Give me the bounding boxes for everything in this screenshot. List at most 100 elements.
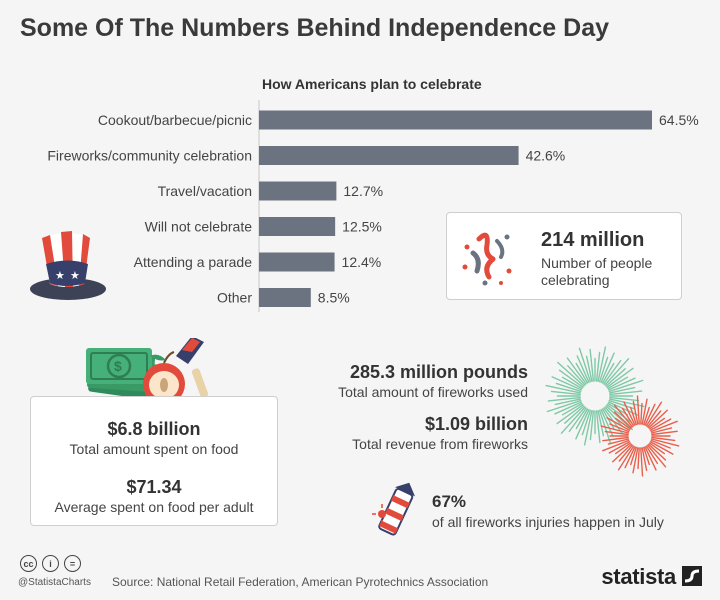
firework-ray	[647, 443, 667, 461]
firework-ray	[650, 439, 671, 449]
firework-ray	[644, 403, 656, 426]
category-label: Will not celebrate	[145, 219, 253, 235]
firework-ray	[607, 377, 636, 391]
firework-ray	[642, 446, 651, 466]
firework-ray	[629, 406, 638, 426]
firework-ray	[613, 411, 633, 429]
firework-burst-red	[600, 395, 680, 477]
firework-ray	[617, 445, 635, 471]
firework-ray	[595, 410, 601, 444]
firework-ray	[581, 409, 592, 436]
category-label: Travel/vacation	[158, 183, 252, 199]
firework-ray	[647, 409, 669, 429]
firework-ray	[644, 446, 657, 471]
firework-ray	[641, 398, 648, 425]
firework-ray	[651, 430, 678, 436]
firework-ray	[605, 405, 633, 431]
firework-ray	[650, 420, 678, 433]
svg-text:★: ★	[70, 270, 80, 282]
category-label: Attending a parade	[134, 254, 253, 270]
firework-ray	[564, 405, 585, 424]
firework-ray	[645, 401, 663, 427]
firework-ray	[575, 408, 589, 430]
firework-ray	[603, 359, 622, 385]
firework-ray	[606, 417, 631, 431]
firework-ray	[546, 399, 582, 413]
firework-ray	[557, 361, 585, 387]
fireworks-display-icon	[545, 346, 680, 477]
bar	[259, 110, 652, 130]
firework-ray	[585, 355, 593, 382]
people-label-line2: celebrating	[541, 272, 610, 288]
twitter-handle: @StatistaCharts	[18, 577, 91, 588]
firework-ray	[561, 376, 583, 390]
firework-ray	[646, 410, 662, 428]
firework-ray	[551, 376, 582, 391]
firework-ray	[555, 382, 582, 393]
firework-ray	[614, 417, 632, 430]
food-average-value: $71.34	[126, 477, 182, 497]
injuries-value: 67%	[432, 492, 467, 511]
firework-ray	[609, 423, 630, 433]
bar	[259, 146, 519, 165]
firework-ray	[629, 446, 638, 466]
firework-ray	[600, 425, 630, 434]
food-spending-card: $6.8 billion Total amount spent on food …	[30, 396, 278, 526]
firework-ray	[607, 376, 629, 390]
firework-ray	[608, 441, 631, 454]
firework-ray	[651, 436, 676, 442]
firework-ray	[607, 438, 630, 445]
category-label: Cookout/barbecue/picnic	[98, 112, 252, 128]
firework-ray	[605, 368, 626, 387]
fireworks-revenue-value: $1.09 billion	[424, 414, 528, 434]
firework-ray	[601, 362, 615, 384]
firework-ray	[648, 417, 666, 430]
firework-ray	[614, 442, 632, 455]
category-label: Fireworks/community celebration	[47, 148, 252, 164]
bar	[259, 252, 335, 272]
firework-ray	[578, 347, 592, 383]
firework-ray	[608, 399, 635, 410]
money-apple-popsicle-icon: $	[86, 338, 209, 405]
firework-ray	[583, 409, 593, 446]
firework-ray	[642, 406, 651, 426]
value-label: 12.4%	[342, 254, 382, 270]
firework-ray	[589, 348, 595, 382]
firework-ray	[604, 406, 623, 427]
firework-ray	[595, 351, 601, 382]
firework-ray	[589, 410, 595, 441]
firework-ray	[623, 401, 636, 426]
firework-ray	[608, 386, 636, 394]
svg-text:★: ★	[55, 270, 65, 282]
firework-ray	[648, 442, 666, 455]
value-label: 42.6%	[526, 148, 566, 164]
statista-logo: statista	[601, 564, 676, 589]
firework-ray	[646, 444, 667, 468]
firework-ray	[613, 404, 634, 428]
firework-ray	[636, 395, 640, 425]
firework-ray	[567, 365, 586, 386]
uncle-sam-hat-icon: ★ ★	[30, 231, 106, 300]
fireworks-burst-icon	[462, 232, 512, 286]
fireworks-pounds-label: Total amount of fireworks used	[338, 384, 528, 400]
food-total-value: $6.8 billion	[107, 419, 201, 439]
firework-ray	[621, 407, 635, 427]
firework-ray	[602, 439, 630, 452]
statista-logo-mark-icon	[682, 566, 702, 586]
firework-ray	[632, 447, 639, 474]
attribution-icon: i	[42, 555, 59, 572]
people-label-line1: Number of people	[541, 255, 653, 271]
bar	[259, 181, 337, 201]
firework-ray	[650, 427, 673, 434]
firework-ray	[606, 367, 634, 388]
firework-ray	[649, 441, 674, 455]
firework-ray	[641, 447, 648, 472]
chart-title: How Americans plan to celebrate	[262, 76, 482, 92]
food-total-label: Total amount spent on food	[69, 441, 239, 457]
value-label: 12.5%	[342, 219, 382, 235]
firework-ray	[602, 436, 629, 442]
firework-ray	[611, 443, 633, 463]
fireworks-revenue-label: Total revenue from fireworks	[352, 436, 528, 452]
firework-ray	[650, 438, 680, 447]
food-average-label: Average spent on food per adult	[54, 499, 254, 515]
